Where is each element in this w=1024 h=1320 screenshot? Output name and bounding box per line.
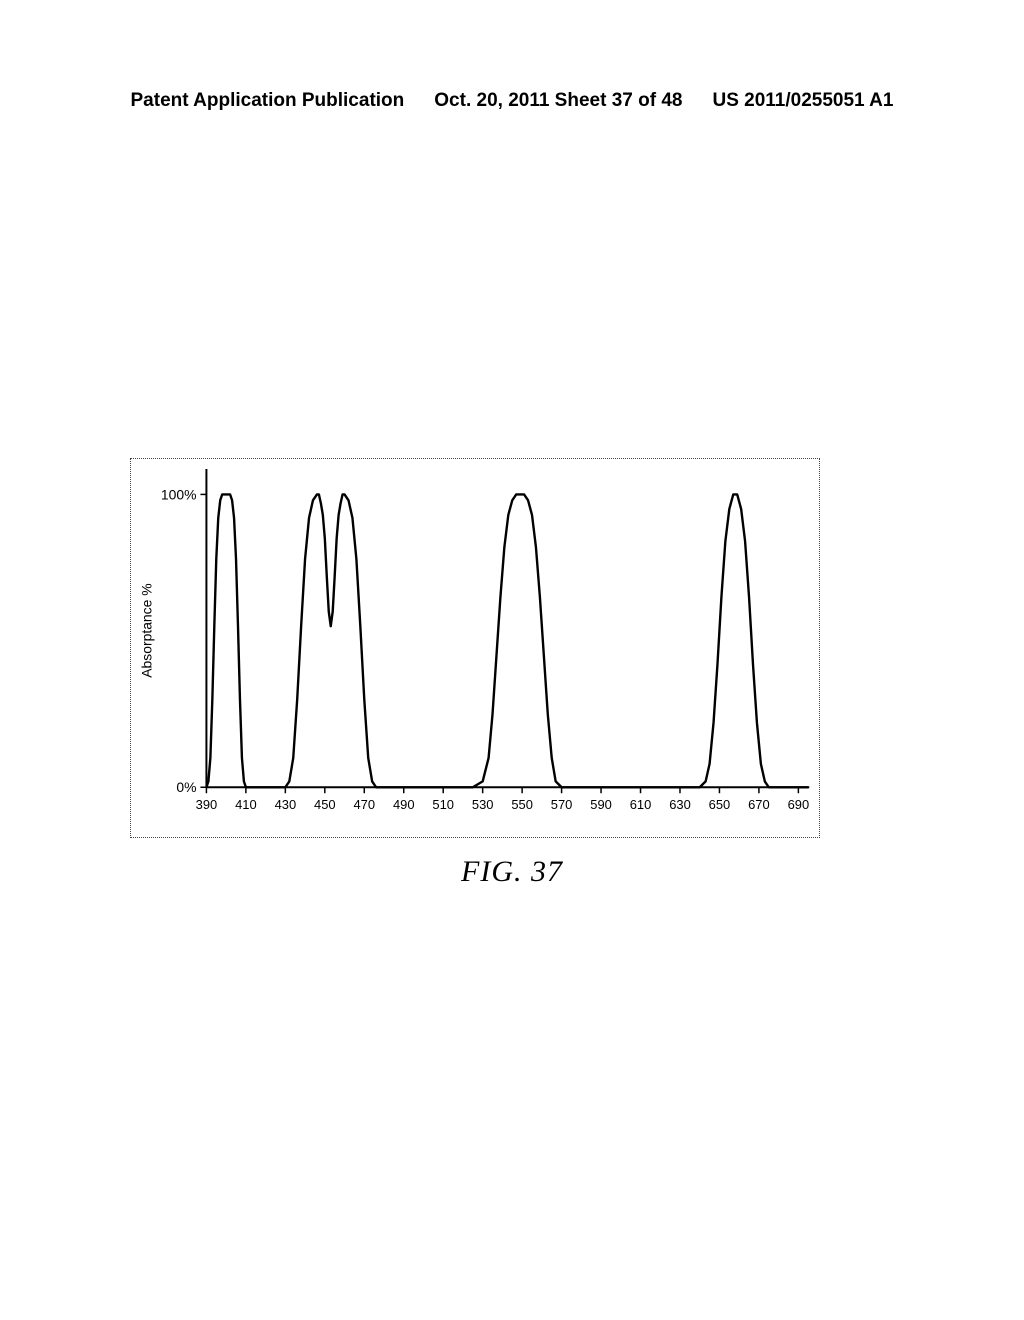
svg-text:650: 650 [709,797,731,812]
svg-text:530: 530 [472,797,494,812]
svg-text:690: 690 [788,797,810,812]
svg-text:0%: 0% [176,779,196,795]
svg-text:570: 570 [551,797,573,812]
svg-text:510: 510 [432,797,454,812]
header-center: Oct. 20, 2011 Sheet 37 of 48 [434,90,682,112]
figure-caption: FIG. 37 [0,855,1024,889]
page-header: Patent Application Publication Oct. 20, … [0,90,1024,112]
svg-text:Absorptance %: Absorptance % [139,583,155,677]
svg-text:610: 610 [630,797,652,812]
svg-text:590: 590 [590,797,612,812]
svg-text:430: 430 [275,797,297,812]
svg-text:100%: 100% [161,486,197,502]
svg-text:630: 630 [669,797,691,812]
absorptance-chart: 0% 100% 390 410 430 450 470 490 510 530 550 570 590 6… [130,458,820,838]
svg-text:390: 390 [196,797,218,812]
chart-svg: 0% 100% 390 410 430 450 470 490 510 530 550 570 590 6… [131,459,819,837]
svg-text:410: 410 [235,797,257,812]
svg-text:470: 470 [353,797,375,812]
svg-text:490: 490 [393,797,415,812]
svg-text:450: 450 [314,797,336,812]
header-left: Patent Application Publication [131,90,405,112]
svg-text:670: 670 [748,797,770,812]
svg-text:550: 550 [511,797,533,812]
header-right: US 2011/0255051 A1 [712,90,893,112]
